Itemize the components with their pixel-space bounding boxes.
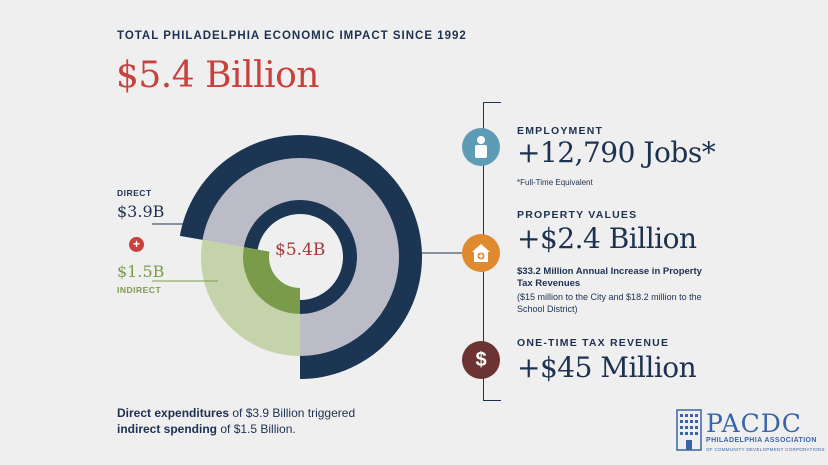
note-indirect-text: of $1.5 Billion. xyxy=(217,422,296,436)
house-icon xyxy=(462,234,500,272)
employment-note: *Full-Time Equivalent xyxy=(517,178,593,187)
total-value: $5.4 Billion xyxy=(116,55,319,96)
pacdc-logo-text: PACDC xyxy=(706,409,802,438)
property-title: PROPERTY VALUES xyxy=(517,209,638,221)
tax-title: ONE-TIME TAX REVENUE xyxy=(517,337,670,349)
note-indirect-bold: indirect spending xyxy=(117,422,218,436)
property-value: +$2.4 Billion xyxy=(517,222,697,255)
note-direct-text: of $3.9 Billion triggered xyxy=(229,406,356,420)
donut-center-label: $5.4B xyxy=(275,240,326,260)
footnote: Direct expenditures of $3.9 Billion trig… xyxy=(117,405,397,437)
logo-line2: OF COMMUNITY DEVELOPMENT CORPORATIONS xyxy=(706,447,825,452)
timeline-tick-bottom xyxy=(483,400,501,401)
property-tax-increase: $33.2 Million Annual Increase in Propert… xyxy=(517,266,702,289)
timeline-tick-top xyxy=(483,102,501,103)
direct-label: DIRECT xyxy=(117,188,152,198)
employment-title: EMPLOYMENT xyxy=(517,125,604,137)
dollar-symbol: $ xyxy=(475,348,487,371)
employment-value: +12,790 Jobs* xyxy=(517,136,716,169)
inner-ring-indirect-arc xyxy=(243,247,300,314)
direct-value: $3.9B xyxy=(117,202,165,221)
tax-value: +$45 Million xyxy=(517,351,697,384)
indirect-value: $1.5B xyxy=(117,262,165,281)
indirect-label: INDIRECT xyxy=(117,285,162,295)
note-direct-bold: Direct expenditures xyxy=(117,406,230,420)
property-tax-breakdown: ($15 million to the City and $18.2 milli… xyxy=(517,292,702,314)
logo-line1: PHILADELPHIA ASSOCIATION xyxy=(706,437,817,444)
person-icon xyxy=(462,128,500,166)
middle-ring-indirect-arc xyxy=(201,239,300,356)
dollar-icon: $ xyxy=(462,341,500,379)
chart-heading: TOTAL PHILADELPHIA ECONOMIC IMPACT SINCE… xyxy=(117,30,467,42)
plus-icon: + xyxy=(129,237,144,252)
pacdc-logo-icon xyxy=(676,409,702,451)
middle-ring-direct-arc xyxy=(202,157,400,356)
